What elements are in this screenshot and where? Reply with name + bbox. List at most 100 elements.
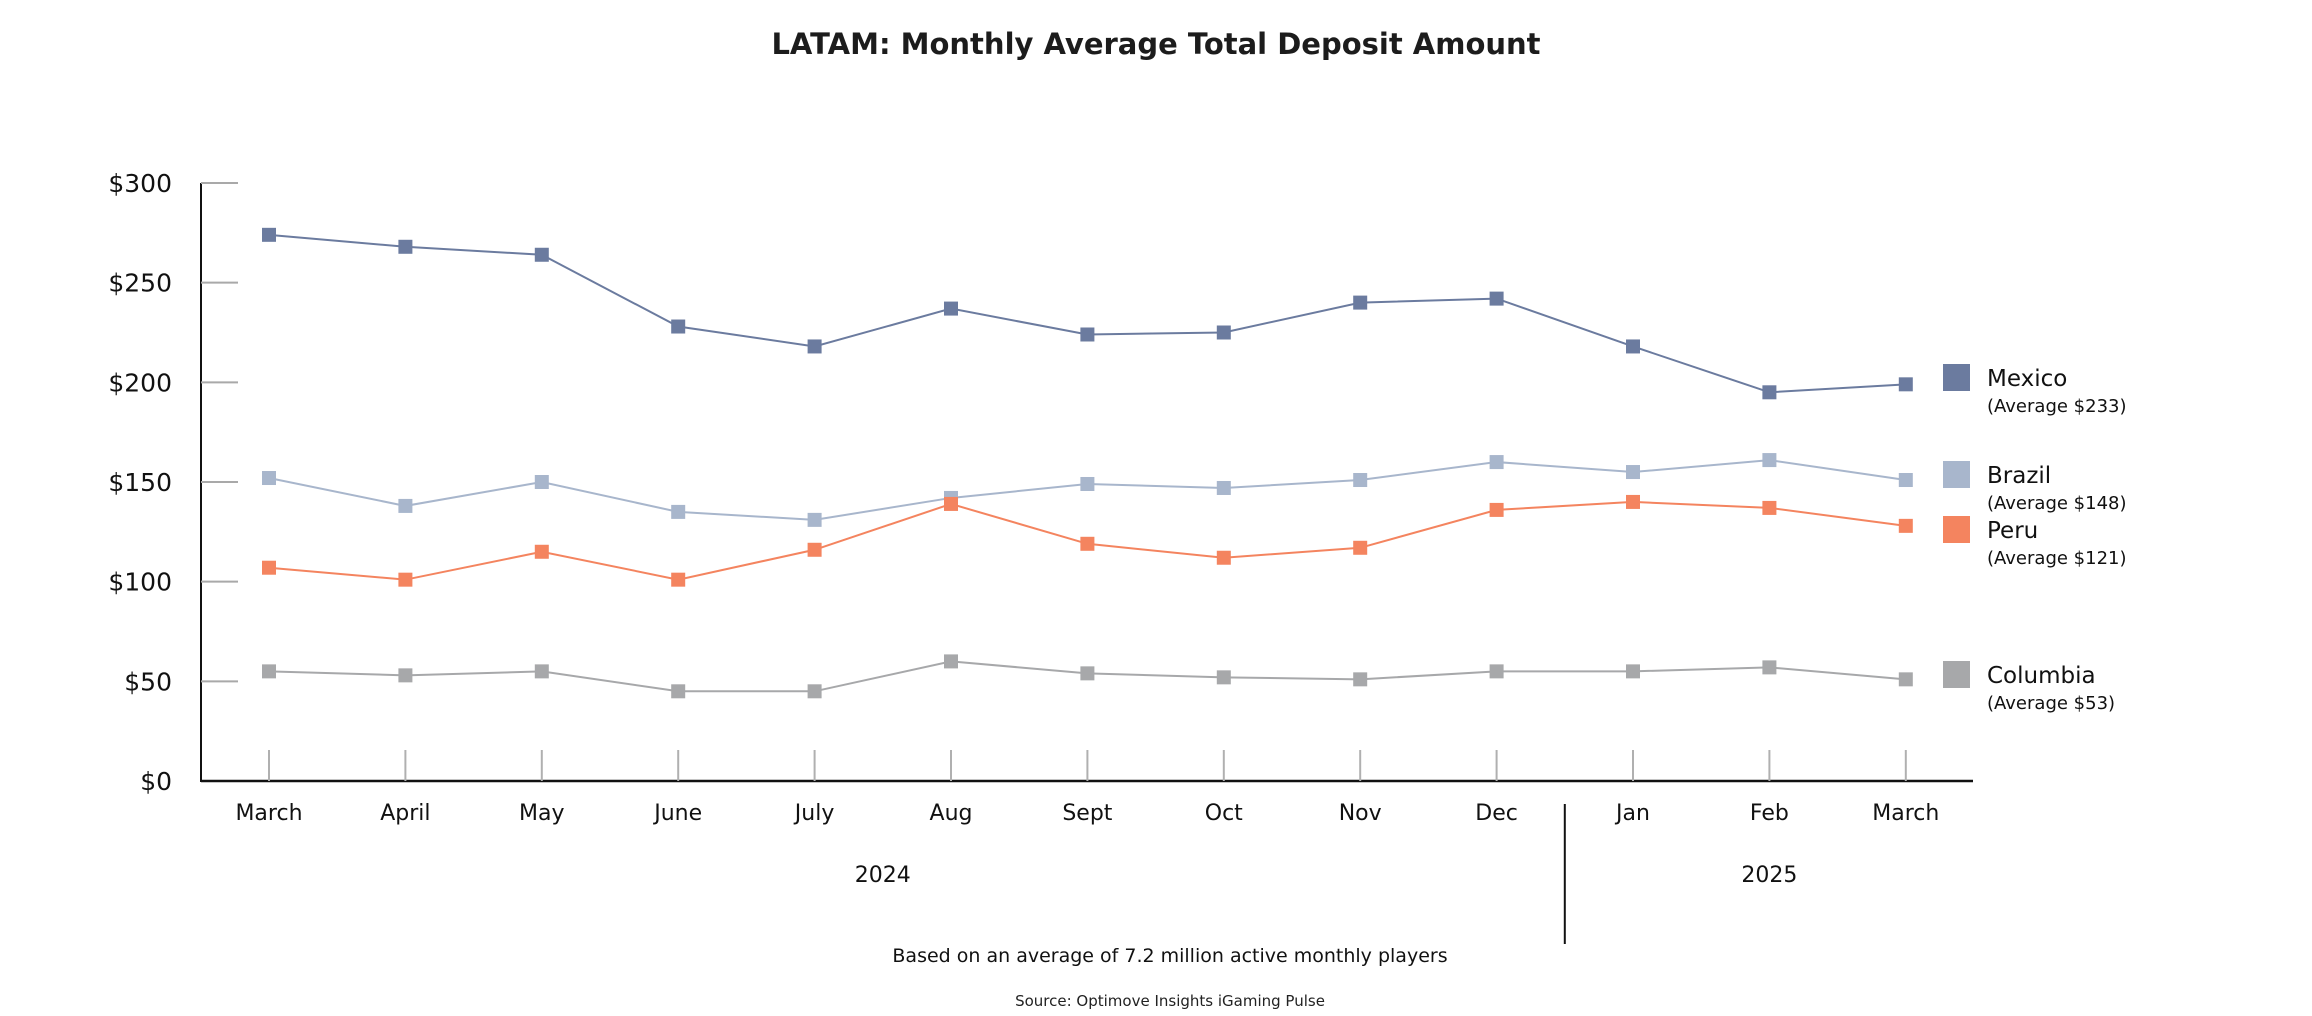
data-point [671, 572, 686, 587]
y-tick-label: $0 [140, 767, 172, 796]
x-tick-label: June [652, 801, 702, 826]
x-tick-label: July [793, 801, 835, 826]
y-tick-label: $250 [108, 269, 172, 298]
data-point [1353, 540, 1368, 555]
data-point [1353, 672, 1368, 687]
data-point [398, 239, 413, 254]
data-point [534, 544, 549, 559]
data-point [807, 684, 822, 699]
x-tick-label: April [380, 801, 430, 826]
series-columbia [262, 654, 1913, 699]
data-point [1489, 664, 1504, 679]
y-tick-label: $200 [108, 368, 172, 397]
data-point [534, 664, 549, 679]
series-peru [262, 494, 1913, 587]
data-point [1626, 494, 1640, 509]
data-point [1080, 666, 1095, 681]
legend-item-mexico: Mexico (Average $233) [1943, 364, 2127, 417]
y-tick-label: $300 [108, 169, 172, 198]
data-point [1762, 500, 1777, 515]
data-point [1898, 473, 1913, 488]
x-tick-label: March [235, 801, 302, 826]
data-point [534, 475, 549, 489]
data-point [671, 319, 686, 334]
legend-swatch [1943, 461, 1970, 488]
data-point [807, 512, 822, 527]
data-point [1898, 672, 1913, 687]
data-point [1489, 291, 1504, 306]
y-tick-label: $150 [108, 468, 172, 497]
legend-item-peru: Peru (Average $121) [1943, 516, 2127, 569]
legend-item-brazil: Brazil (Average $148) [1943, 461, 2127, 514]
data-point [671, 504, 686, 519]
data-point [1216, 480, 1231, 495]
series-mexico [262, 227, 1913, 400]
data-point [1762, 453, 1777, 468]
series-line [268, 233, 1906, 394]
year-label: 2024 [855, 863, 911, 888]
data-point [398, 498, 413, 513]
data-point [1626, 664, 1640, 679]
chart-title: LATAM: Monthly Average Total Deposit Amo… [771, 27, 1540, 61]
data-point [1353, 473, 1368, 488]
legend-label: Columbia [1987, 663, 2096, 689]
data-point [1216, 550, 1231, 565]
data-point [1626, 465, 1640, 480]
legend-label: Peru [1987, 518, 2038, 544]
data-point [1080, 327, 1095, 342]
legend-average: (Average $121) [1987, 548, 2127, 569]
data-point [1762, 385, 1777, 400]
legend-average: (Average $53) [1987, 693, 2115, 714]
data-point [1898, 377, 1913, 392]
footer-source: Source: Optimove Insights iGaming Pulse [1015, 992, 1325, 1010]
data-point [944, 496, 958, 511]
y-axis: $0 $50 $100 $150 $200 $250 $300 [108, 169, 238, 796]
data-point [1762, 660, 1777, 675]
data-point [262, 471, 276, 486]
data-point [944, 301, 958, 316]
data-point [398, 668, 413, 683]
legend-average: (Average $148) [1987, 493, 2127, 514]
x-tick-label: Feb [1750, 801, 1789, 826]
data-point [807, 339, 822, 354]
x-tick-label: Jan [1614, 801, 1650, 826]
data-point [262, 227, 276, 242]
legend: Mexico (Average $233) Brazil (Average $148)… [1943, 364, 2127, 714]
legend-swatch [1943, 516, 1970, 543]
x-axis: March April May June July Aug Sept Oct Nov Dec Jan… [201, 750, 1973, 944]
y-tick-label: $100 [108, 568, 172, 597]
data-point [1080, 536, 1095, 551]
data-point [1626, 339, 1640, 354]
series-layer [262, 227, 1913, 699]
x-tick-label: Aug [930, 801, 973, 826]
x-tick-label: May [519, 801, 564, 826]
footer-note: Based on an average of 7.2 million activ… [892, 945, 1447, 967]
data-point [1216, 325, 1231, 340]
legend-swatch [1943, 364, 1970, 391]
data-point [944, 654, 958, 669]
x-tick-label: March [1872, 801, 1939, 826]
data-point [807, 542, 822, 557]
legend-swatch [1943, 661, 1970, 688]
data-point [1489, 455, 1504, 470]
data-point [1080, 476, 1095, 491]
series-brazil [262, 453, 1913, 527]
year-label: 2025 [1741, 863, 1797, 888]
data-point [671, 684, 686, 699]
data-point [398, 572, 413, 587]
legend-label: Brazil [1987, 463, 2051, 489]
data-point [1898, 518, 1913, 533]
data-point [1489, 502, 1504, 517]
y-tick-label: $50 [124, 667, 172, 696]
data-point [1216, 670, 1231, 685]
data-point [262, 560, 276, 575]
x-tick-label: Sept [1062, 801, 1112, 826]
data-point [262, 664, 276, 679]
data-point [534, 247, 549, 262]
x-tick-label: Nov [1339, 801, 1382, 826]
legend-label: Mexico [1987, 366, 2067, 392]
x-tick-label: Oct [1205, 801, 1243, 826]
x-tick-label: Dec [1475, 801, 1518, 826]
legend-average: (Average $233) [1987, 396, 2127, 417]
